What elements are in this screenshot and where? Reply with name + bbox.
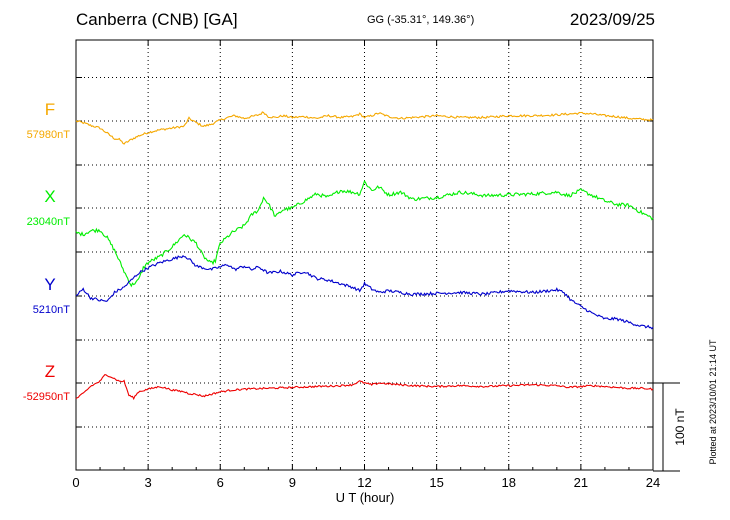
x-tick-label: 18	[502, 475, 516, 490]
x-tick-label: 9	[289, 475, 296, 490]
plotted-at-label: Plotted at 2023/10/01 21:14 UT	[708, 339, 718, 465]
series-name-f: F	[45, 100, 55, 119]
x-tick-label: 12	[357, 475, 371, 490]
series-baseline-f: 57980nT	[27, 129, 71, 141]
date-label: 2023/09/25	[569, 10, 655, 29]
series-layer	[75, 111, 654, 401]
axis-ticks: 0 3 6 9 12 15 18 21 24	[72, 39, 660, 490]
series-baseline-x: 23040nT	[27, 216, 71, 228]
x-tick-label: 3	[145, 475, 152, 490]
series-baseline-y: 5210nT	[33, 304, 71, 316]
series-line-x	[75, 179, 654, 288]
series-labels: F 57980nT X 23040nT Y 5210nT Z -52950nT	[23, 100, 70, 403]
series-name-x: X	[44, 187, 55, 206]
x-tick-label: 24	[646, 475, 660, 490]
x-axis-label: U T (hour)	[336, 490, 395, 505]
series-name-y: Y	[44, 275, 55, 294]
x-tick-label: 21	[574, 475, 588, 490]
scale-bar-label: 100 nT	[673, 408, 687, 446]
coordinates-label: GG (-35.31°, 149.36°)	[367, 14, 475, 26]
x-tick-label: 6	[217, 475, 224, 490]
series-line-z	[75, 373, 654, 401]
x-tick-label: 15	[429, 475, 443, 490]
scale-bar: 100 nT	[653, 382, 687, 472]
series-name-z: Z	[45, 362, 55, 381]
station-title: Canberra (CNB) [GA]	[76, 10, 238, 29]
x-tick-label: 0	[72, 475, 79, 490]
series-line-f	[75, 111, 654, 145]
series-baseline-z: -52950nT	[23, 391, 70, 403]
series-line-y	[75, 255, 654, 330]
